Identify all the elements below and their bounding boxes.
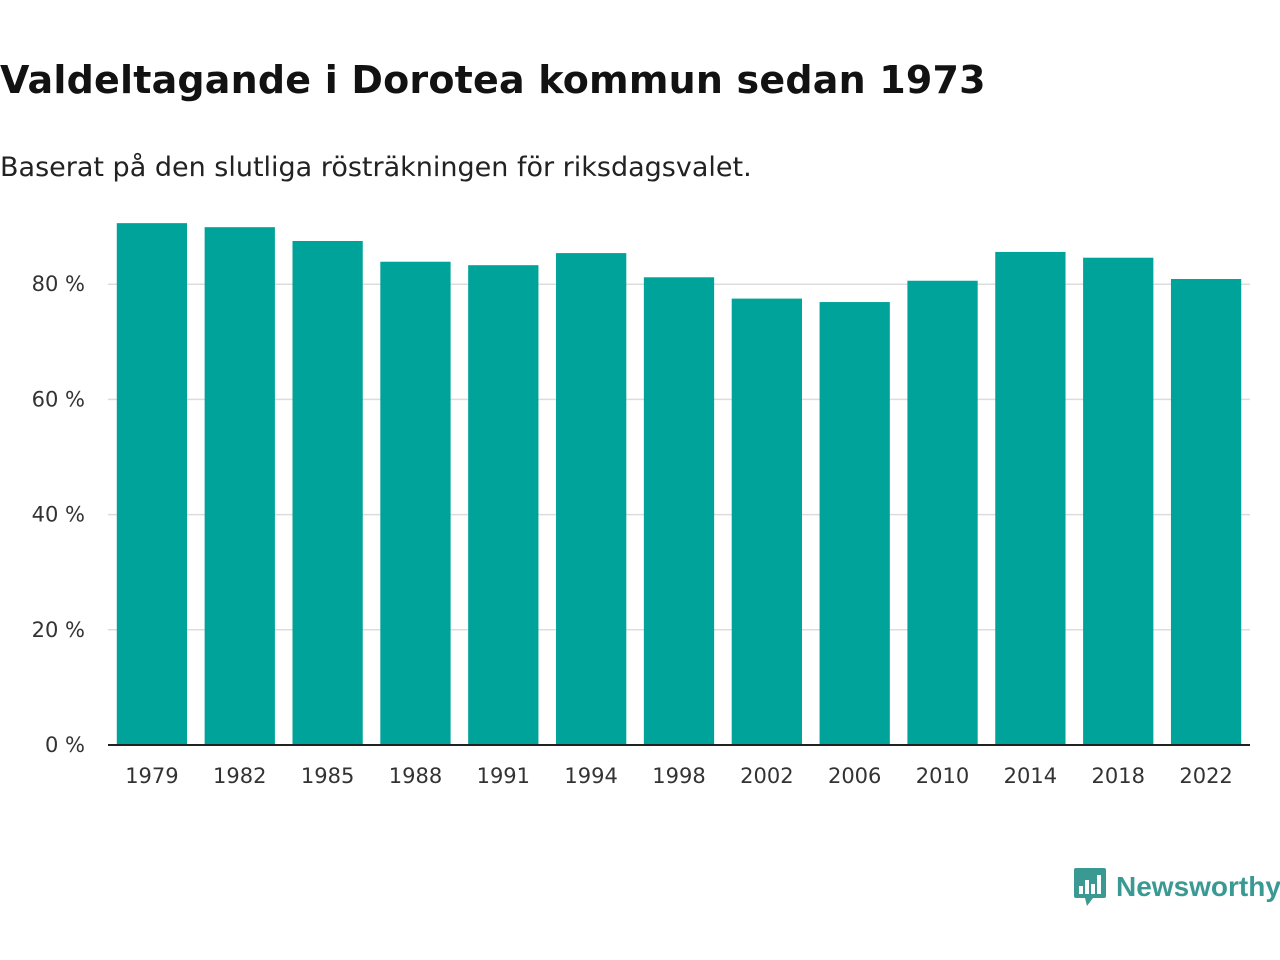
bar: [1083, 257, 1154, 745]
x-tick-label: 2010: [916, 764, 969, 788]
bars: [116, 223, 1242, 746]
x-tick-label: 1985: [301, 764, 354, 788]
x-tick-label: 1991: [477, 764, 530, 788]
x-tick-label: 2018: [1092, 764, 1145, 788]
brand-logo: Newsworthy: [1073, 866, 1280, 908]
x-tick-label: 1998: [652, 764, 705, 788]
y-tick-label: 40 %: [32, 503, 85, 527]
bar: [731, 298, 802, 745]
y-tick-label: 20 %: [32, 618, 85, 642]
x-tick-label: 1982: [213, 764, 266, 788]
x-tick-label: 1979: [125, 764, 178, 788]
chart-subtitle: Baserat på den slutliga rösträkningen fö…: [0, 152, 752, 183]
bar: [995, 251, 1066, 745]
x-tick-label: 2014: [1004, 764, 1057, 788]
brand-name: Newsworthy: [1116, 871, 1280, 902]
y-tick-label: 0 %: [45, 733, 85, 757]
bar: [643, 277, 715, 745]
x-tick-label: 1994: [564, 764, 617, 788]
axes: 0 % 20 % 40 % 60 % 80 % 1979 1982 1985 1988 1991 1…: [32, 272, 1250, 788]
y-tick-label: 60 %: [32, 387, 85, 411]
bar: [556, 253, 627, 745]
bar: [468, 265, 539, 745]
x-tick-label: 2022: [1179, 764, 1232, 788]
bar: [380, 261, 451, 745]
y-tick-label: 80 %: [32, 272, 85, 296]
x-tick-label: 2006: [828, 764, 881, 788]
bar: [292, 241, 363, 745]
x-tick-label: 2002: [740, 764, 793, 788]
bar: [1170, 279, 1242, 745]
chart-speech-bubble-icon: [1074, 868, 1106, 906]
bar: [116, 223, 188, 746]
chart-title: Valdeltagande i Dorotea kommun sedan 197…: [0, 58, 986, 102]
x-tick-label: 1988: [389, 764, 442, 788]
bar: [204, 227, 275, 745]
bar: [819, 302, 890, 745]
bar: [907, 280, 978, 745]
